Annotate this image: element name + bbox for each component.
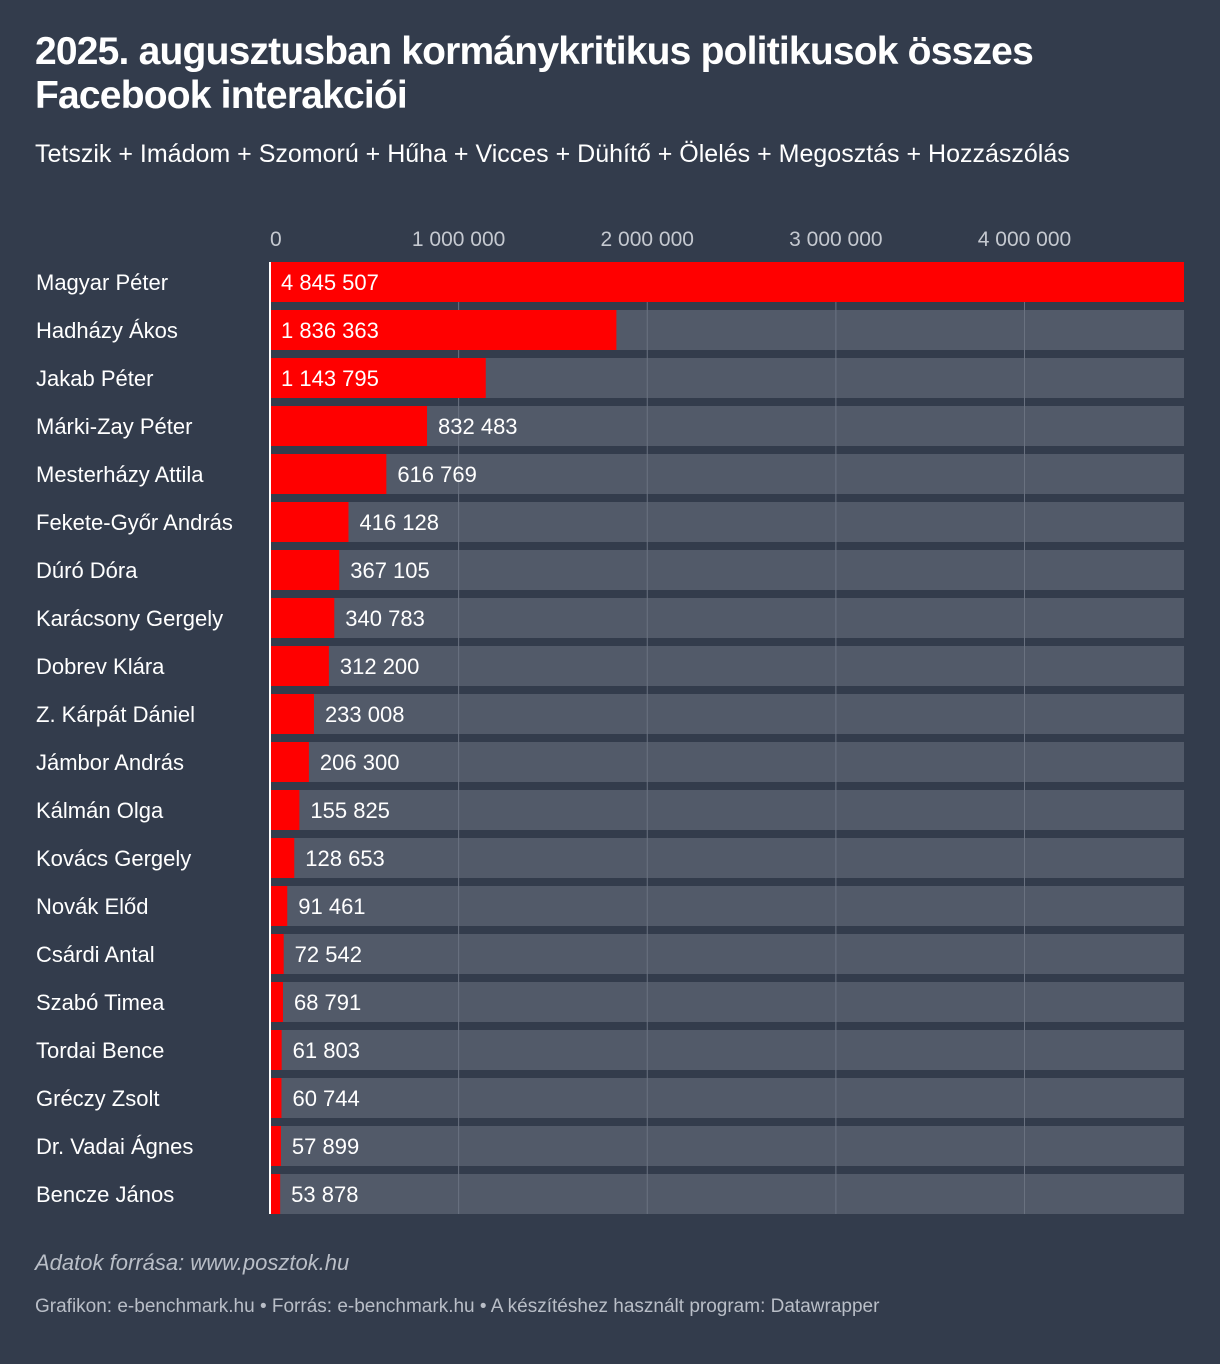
category-label: Bencze János	[36, 1182, 174, 1207]
category-label: Mesterházy Attila	[36, 462, 204, 487]
bar	[270, 262, 1184, 302]
value-label: 57 899	[292, 1134, 359, 1159]
bar-track	[270, 1174, 1184, 1214]
category-label: Dobrev Klára	[36, 654, 165, 679]
bar	[270, 1078, 282, 1118]
bar-track	[270, 886, 1184, 926]
category-label: Karácsony Gergely	[36, 606, 223, 631]
bar-track	[270, 838, 1184, 878]
category-label: Novák Előd	[36, 894, 149, 919]
bar	[270, 742, 309, 782]
bar-track	[270, 982, 1184, 1022]
value-label: 53 878	[291, 1182, 358, 1207]
chart-subtitle: Tetszik + Imádom + Szomorú + Hűha + Vicc…	[35, 140, 1070, 168]
footer-credits: Grafikon: e-benchmark.hu • Forrás: e-ben…	[35, 1296, 880, 1317]
bar	[270, 694, 314, 734]
category-label: Márki-Zay Péter	[36, 414, 192, 439]
bar-track	[270, 742, 1184, 782]
bar	[270, 790, 300, 830]
value-label: 312 200	[340, 654, 420, 679]
bar-track	[270, 502, 1184, 542]
bar	[270, 1174, 281, 1214]
bar-track	[270, 1126, 1184, 1166]
bar	[270, 1126, 281, 1166]
bar	[270, 406, 428, 446]
value-label: 68 791	[294, 990, 361, 1015]
bar-track	[270, 694, 1184, 734]
x-tick-label: 4 000 000	[978, 228, 1071, 251]
bar	[270, 502, 349, 542]
bar-track	[270, 598, 1184, 638]
value-label: 1 143 795	[281, 366, 379, 391]
category-label: Kálmán Olga	[36, 798, 164, 823]
bar	[270, 454, 387, 494]
bar	[270, 982, 283, 1022]
bar	[270, 310, 617, 350]
bar-chart: 0 1 000 000 2 000 000 3 000 000 4 000 000 Mag…	[36, 228, 1184, 1214]
value-label: 128 653	[305, 846, 385, 871]
value-label: 233 008	[325, 702, 405, 727]
bar-track	[270, 454, 1184, 494]
bar	[270, 550, 340, 590]
category-label: Magyar Péter	[36, 270, 168, 295]
data-source-note: Adatok forrása: www.posztok.hu	[35, 1250, 350, 1275]
category-label: Dúró Dóra	[36, 558, 138, 583]
x-tick-label: 2 000 000	[601, 228, 694, 251]
category-label: Csárdi Antal	[36, 942, 155, 967]
category-label: Kovács Gergely	[36, 846, 191, 871]
value-label: 832 483	[438, 414, 518, 439]
value-label: 416 128	[359, 510, 439, 535]
bar	[270, 838, 295, 878]
value-label: 155 825	[310, 798, 390, 823]
x-tick-label: 1 000 000	[412, 228, 505, 251]
value-label: 367 105	[350, 558, 430, 583]
bar-track	[270, 934, 1184, 974]
value-label: 61 803	[293, 1038, 360, 1063]
value-label: 72 542	[295, 942, 362, 967]
bar-track	[270, 646, 1184, 686]
bar-track	[270, 1078, 1184, 1118]
value-label: 1 836 363	[281, 318, 379, 343]
category-label: Jámbor András	[36, 750, 184, 775]
bar	[270, 358, 486, 398]
bar	[270, 646, 329, 686]
bar	[270, 934, 284, 974]
category-label: Fekete-Győr András	[36, 510, 233, 535]
value-label: 91 461	[298, 894, 365, 919]
value-label: 616 769	[397, 462, 477, 487]
x-tick-label: 3 000 000	[789, 228, 882, 251]
category-label: Jakab Péter	[36, 366, 153, 391]
bar-track	[270, 1030, 1184, 1070]
category-label: Szabó Timea	[36, 990, 165, 1015]
category-label: Hadházy Ákos	[36, 318, 178, 343]
category-label: Dr. Vadai Ágnes	[36, 1134, 193, 1159]
category-label: Z. Kárpát Dániel	[36, 702, 195, 727]
value-label: 340 783	[345, 606, 425, 631]
chart-title: 2025. augusztusban kormánykritikus polit…	[35, 30, 1034, 117]
value-label: 60 744	[292, 1086, 359, 1111]
value-label: 4 845 507	[281, 270, 379, 295]
value-label: 206 300	[320, 750, 400, 775]
bar	[270, 886, 288, 926]
bar-track	[270, 550, 1184, 590]
bar	[270, 1030, 282, 1070]
bar	[270, 598, 335, 638]
category-label: Tordai Bence	[36, 1038, 164, 1063]
x-tick-label: 0	[270, 228, 282, 251]
bar-track	[270, 790, 1184, 830]
category-label: Gréczy Zsolt	[36, 1086, 159, 1111]
